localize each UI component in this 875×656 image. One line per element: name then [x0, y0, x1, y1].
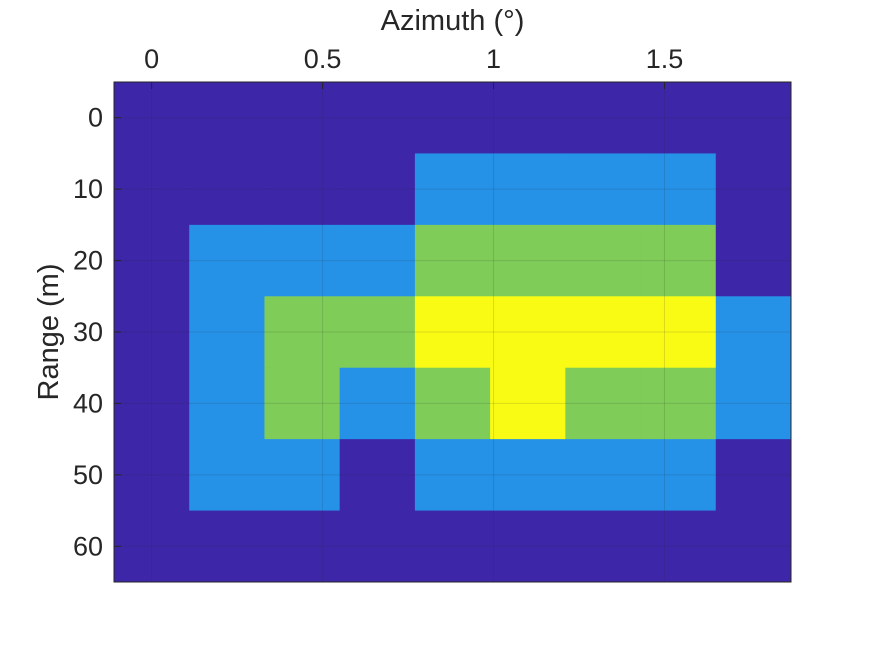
heatmap-cell — [414, 367, 491, 440]
heatmap-cell — [490, 367, 566, 440]
heatmap-cell — [114, 153, 190, 226]
heatmap-cell — [715, 510, 792, 583]
x-axis-ticks: 0 0.5 1 1.5 — [144, 44, 683, 89]
heatmap-cell — [339, 296, 416, 369]
heatmap-cell — [715, 367, 792, 440]
heatmap-cell — [339, 439, 416, 512]
heatmap-cell — [189, 153, 265, 226]
x-tick-label: 1 — [486, 44, 501, 74]
heatmap-cell — [640, 296, 717, 369]
y-axis-title: Range (m) — [33, 264, 65, 401]
y-tick-label: 20 — [73, 246, 103, 276]
x-tick-label: 0.5 — [304, 44, 342, 74]
y-tick-label: 0 — [88, 103, 103, 133]
heatmap-cell — [640, 153, 717, 226]
heatmap-cell — [189, 82, 265, 154]
heatmap-cell — [339, 224, 416, 297]
y-tick-label: 50 — [73, 460, 103, 490]
heatmap-cell — [640, 82, 717, 154]
heatmap-cell — [114, 82, 190, 154]
x-axis-title: Azimuth (°) — [381, 5, 525, 37]
heatmap-cell — [565, 296, 642, 369]
heatmap-cell — [114, 224, 190, 297]
y-tick-label: 40 — [73, 388, 103, 418]
x-tick-label: 1.5 — [646, 44, 684, 74]
y-tick-label: 10 — [73, 174, 103, 204]
heatmap-cell — [490, 82, 566, 154]
heatmap-cell — [414, 153, 491, 226]
heatmap-cell — [114, 510, 190, 583]
heatmap-cells — [114, 82, 792, 583]
y-tick-label: 30 — [73, 317, 103, 347]
heatmap-cell — [490, 224, 566, 297]
heatmap-cell — [264, 296, 341, 369]
heatmap-cell — [189, 296, 265, 369]
heatmap-cell — [565, 82, 642, 154]
grid-lines — [114, 82, 791, 582]
heatmap-cell — [264, 367, 341, 440]
heatmap-cell — [414, 439, 491, 512]
heatmap-cell — [490, 153, 566, 226]
heatmap-cell — [339, 510, 416, 583]
y-axis-ticks: 0 10 20 30 40 50 60 — [73, 103, 121, 561]
heatmap-cell — [189, 367, 265, 440]
heatmap-cell — [640, 510, 717, 583]
heatmap-cell — [414, 296, 491, 369]
heatmap-cell — [414, 510, 491, 583]
heatmap-cell — [264, 153, 341, 226]
heatmap-cell — [189, 439, 265, 512]
heatmap-cell — [264, 224, 341, 297]
heatmap-cell — [114, 367, 190, 440]
heatmap-cell — [414, 82, 491, 154]
heatmap-cell — [565, 224, 642, 297]
x-tick-label: 0 — [144, 44, 159, 74]
heatmap-cell — [339, 367, 416, 440]
heatmap-cell — [114, 296, 190, 369]
heatmap-cell — [189, 510, 265, 583]
heatmap-cell — [715, 224, 792, 297]
heatmap-cell — [715, 82, 792, 154]
heatmap-cell — [490, 510, 566, 583]
heatmap-cell — [640, 367, 717, 440]
heatmap-cell — [565, 153, 642, 226]
heatmap-cell — [715, 296, 792, 369]
heatmap-cell — [490, 296, 566, 369]
heatmap-cell — [264, 510, 341, 583]
y-tick-label: 60 — [73, 531, 103, 561]
heatmap-cell — [715, 439, 792, 512]
heatmap-cell — [490, 439, 566, 512]
heatmap-cell — [565, 510, 642, 583]
heatmap-cell — [640, 224, 717, 297]
heatmap-cell — [565, 439, 642, 512]
heatmap-cell — [264, 82, 341, 154]
heatmap-cell — [414, 224, 491, 297]
heatmap-cell — [189, 224, 265, 297]
heatmap-cell — [114, 439, 190, 512]
heatmap-cell — [339, 82, 416, 154]
heatmap-cell — [339, 153, 416, 226]
plot-frame — [113, 81, 792, 583]
heatmap-cell — [640, 439, 717, 512]
heatmap-cell — [715, 153, 792, 226]
heatmap-cell — [264, 439, 341, 512]
heatmap-cell — [565, 367, 642, 440]
